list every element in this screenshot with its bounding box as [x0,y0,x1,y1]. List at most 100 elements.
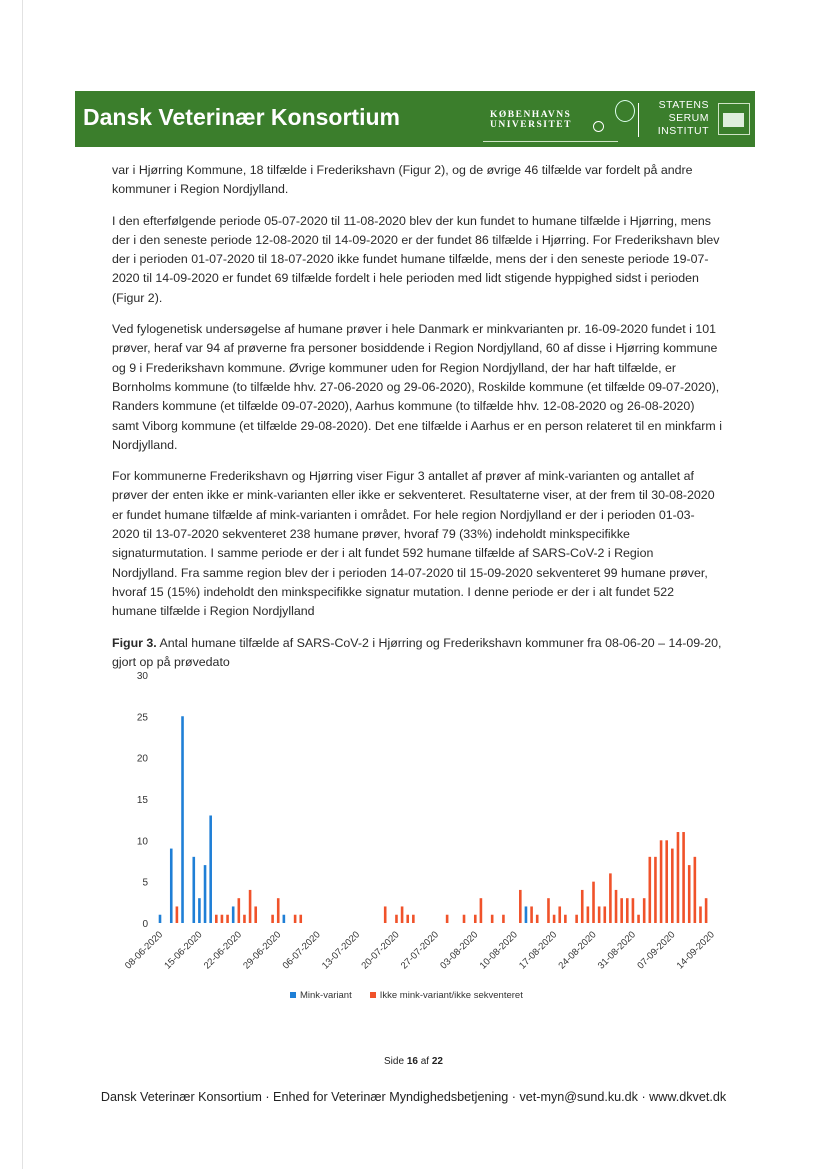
bar-ikke-mink-variant [648,856,652,923]
bar-ikke-mink-variant [254,906,258,923]
legend-swatch [369,992,376,999]
ku-logo-line: KØBENHAVNS [490,110,572,120]
y-tick-label: 30 [137,671,149,682]
bar-ikke-mink-variant [293,914,297,923]
bar-ikke-mink-variant [519,889,522,923]
ssi-logo-line: STATENS [658,99,709,111]
bar-ikke-mink-variant [671,848,674,923]
page-number-current: 16 [406,1056,418,1067]
x-tick-label: 13-07-2020 [320,929,362,971]
bar-ikke-mink-variant [552,914,556,923]
figure-caption-text: Antal humane tilfælde af SARS-CoV-2 i Hj… [112,635,722,669]
legend-label: Mink-variant [300,990,352,1001]
page-number: Side 16 af 22 [0,1056,827,1067]
bar-ikke-mink-variant [400,906,404,923]
y-tick-label: 10 [137,836,149,847]
legend-item: Ikke mink-variant/ikke sekventeret [369,990,523,1001]
bar-ikke-mink-variant [243,914,246,923]
bar-ikke-mink-variant [248,889,252,923]
ku-logo-line: UNIVERSITET [490,120,572,130]
bar-ikke-mink-variant [276,898,280,923]
page-number-prefix: Side [384,1056,407,1067]
bar-ikke-mink-variant [682,832,685,923]
bar-ikke-mink-variant [406,914,410,923]
bar-ikke-mink-variant [699,906,702,923]
bar-mink-variant [524,906,528,923]
bar-mink-variant [203,865,207,923]
bar-mink-variant [181,716,184,923]
bar-ikke-mink-variant [575,914,578,923]
ring-icon [593,121,604,132]
x-tick-label: 03-08-2020 [438,929,480,971]
bar-mink-variant [192,856,196,923]
bar-mink-variant [231,906,235,923]
bar-ikke-mink-variant [175,906,179,923]
bar-ikke-mink-variant [631,898,635,923]
page-footer: Dansk Veterinær Konsortium · Enhed for V… [100,1090,727,1104]
bar-ikke-mink-variant [445,914,449,923]
bar-ikke-mink-variant [479,898,483,923]
bar-ikke-mink-variant [637,914,640,923]
bar-ikke-mink-variant [654,856,657,923]
x-tick-label: 06-07-2020 [281,929,323,971]
x-tick-label: 15-06-2020 [162,929,204,971]
bar-chart: 0 5 10 15 20 25 30 08-06-202015-06-202022-06-20… [123,671,717,972]
x-tick-label: 07-09-2020 [635,929,677,971]
bar-ikke-mink-variant [490,914,494,923]
bar-ikke-mink-variant [614,889,618,923]
bar-ikke-mink-variant [547,898,550,923]
divider [483,141,618,142]
bar-ikke-mink-variant [659,840,663,923]
bar-ikke-mink-variant [530,906,533,923]
x-tick-label: 24-08-2020 [556,929,598,971]
bar-ikke-mink-variant [462,914,466,923]
x-tick-label: 10-08-2020 [478,929,520,971]
bar-mink-variant [158,914,162,923]
legend-item: Mink-variant [290,990,352,1001]
legend-swatch [290,992,296,999]
bar-ikke-mink-variant [676,832,680,923]
bar-ikke-mink-variant [704,898,708,923]
bar-ikke-mink-variant [642,898,646,923]
bar-ikke-mink-variant [564,914,567,923]
bar-ikke-mink-variant [237,898,241,923]
paragraph: Ved fylogenetisk undersøgelse af humane … [112,322,722,452]
ssi-logo: STATENS SERUM INSTITUT [647,99,709,138]
body-text: var i Hjørring Kommune, 18 tilfælde i Fr… [112,161,722,672]
x-tick-label: 22-06-2020 [202,929,244,971]
paragraph: For kommunerne Frederikshavn og Hjørring… [112,469,715,619]
bar-ikke-mink-variant [609,873,612,923]
bar-ikke-mink-variant [665,840,668,923]
paragraph: I den efterfølgende periode 05-07-2020 t… [112,213,720,305]
bar-ikke-mink-variant [271,914,274,923]
bar-ikke-mink-variant [383,906,387,923]
bar-ikke-mink-variant [220,914,224,923]
bar-ikke-mink-variant [693,856,697,923]
legend-label: Ikke mink-variant/ikke sekventeret [379,990,523,1001]
header-title: Dansk Veterinær Konsortium [83,104,400,130]
x-tick-label: 17-08-2020 [517,929,559,971]
bar-mink-variant [198,898,201,923]
bar-ikke-mink-variant [620,898,623,923]
y-tick-label: 15 [137,795,149,806]
bar-ikke-mink-variant [586,906,590,923]
bar-ikke-mink-variant [299,914,303,923]
paragraph: var i Hjørring Kommune, 18 tilfælde i Fr… [112,163,693,197]
y-tick-label: 5 [142,878,148,889]
chart-legend: Mink-variant Ikke mink-variant/ikke sekv… [290,990,523,1001]
ku-logo: KØBENHAVNS UNIVERSITET [490,110,572,130]
bar-mink-variant [209,815,212,923]
x-tick-label: 27-07-2020 [399,929,441,971]
page-header: Dansk Veterinær Konsortium KØBENHAVNS UNI… [75,91,755,147]
bar-ikke-mink-variant [687,865,691,923]
x-tick-label: 29-06-2020 [241,929,283,971]
x-tick-label: 20-07-2020 [359,929,401,971]
bar-ikke-mink-variant [625,898,629,923]
bar-ikke-mink-variant [592,881,595,923]
bar-ikke-mink-variant [226,914,229,923]
divider [638,103,639,137]
bar-ikke-mink-variant [412,914,415,923]
ssi-logo-line: SERUM [668,112,709,124]
bar-ikke-mink-variant [535,914,539,923]
